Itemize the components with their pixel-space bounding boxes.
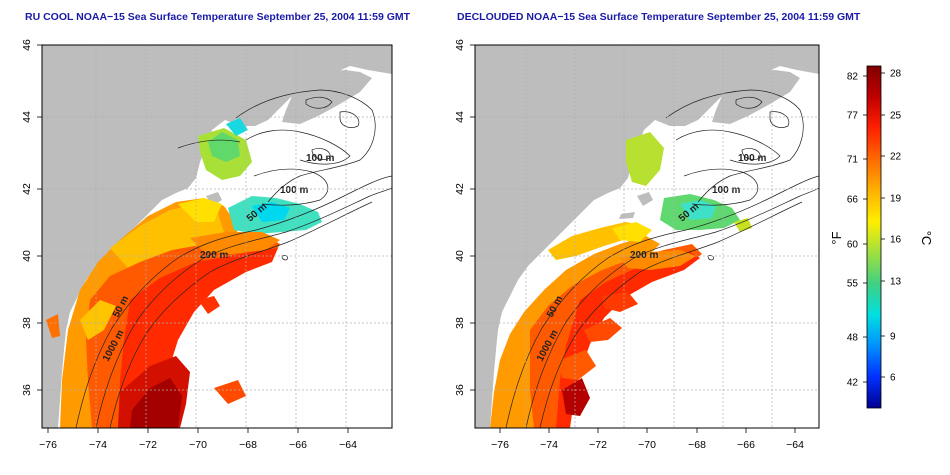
- colorbar-f-tick-label: 66: [847, 195, 859, 206]
- y-tick-label: 38: [21, 317, 33, 329]
- panel-right-title: DECLOUDED NOAA−15 Sea Surface Temperatur…: [457, 11, 861, 23]
- x-tick-label: −64: [339, 439, 357, 451]
- y-tick-label: 36: [454, 384, 466, 396]
- sst-field: [46, 118, 322, 428]
- y-tick-label: 44: [21, 111, 33, 123]
- colorbar-fahrenheit-label: °F: [829, 231, 844, 244]
- colorbar-c-tick-label: 25: [890, 111, 902, 122]
- land: [42, 45, 392, 428]
- x-tick-label: −70: [638, 439, 656, 451]
- colorbar-f-tick-label: 77: [847, 111, 859, 122]
- colorbar-celsius-label: °C: [919, 231, 934, 246]
- y-tick-label: 36: [21, 384, 33, 396]
- x-tick-label: −76: [491, 439, 509, 451]
- x-tick-label: −66: [737, 439, 755, 451]
- axes-right: −76 −74 −72 −70 −68 −66 −64 36 38 40 42 44 46: [454, 39, 804, 451]
- panel-right-map: 100 m 100 m 50 m 200 m 50 m 1000 m: [474, 44, 820, 429]
- y-tick-label: 42: [454, 183, 466, 195]
- y-tick-label: 46: [454, 39, 466, 51]
- land: [619, 212, 635, 219]
- x-tick-label: −66: [289, 439, 307, 451]
- colorbar-f-tick-label: 60: [847, 240, 859, 251]
- sst-field: [490, 132, 752, 428]
- y-tick-label: 40: [21, 250, 33, 262]
- colorbar-f-tick-label: 55: [847, 279, 859, 290]
- colorbar-c-tick-label: 28: [890, 69, 902, 80]
- x-tick-label: −64: [786, 439, 804, 451]
- y-tick-label: 40: [454, 250, 466, 262]
- colorbar-c-tick-label: 6: [890, 373, 896, 384]
- land: [475, 45, 819, 428]
- contour-label: 200 m: [630, 250, 658, 261]
- y-tick-label: 44: [454, 111, 466, 123]
- bathymetry-contours: [75, 89, 392, 428]
- colorbar-f-tick-label: 71: [847, 155, 859, 166]
- x-tick-label: −76: [39, 439, 57, 451]
- contour-label: 100 m: [712, 185, 740, 196]
- x-tick-label: −74: [540, 439, 558, 451]
- x-tick-label: −70: [189, 439, 207, 451]
- colorbar: 82 77 71 66 60 55 48 42 28 25 22 19 16 13 9 6 °F °C: [829, 65, 934, 409]
- x-tick-label: −72: [139, 439, 157, 451]
- panel-left-map: 100 m 100 m 50 m 200 m 50 m 1000 m: [41, 44, 393, 429]
- contour-label: 100 m: [738, 153, 766, 164]
- axes-left: −76 −74 −72 −70 −68 −66 −64 36 38 40 42 44 46: [21, 39, 357, 451]
- x-tick-label: −68: [239, 439, 257, 451]
- y-tick-label: 42: [21, 183, 33, 195]
- y-tick-label: 38: [454, 317, 466, 329]
- y-tick-label: 46: [21, 39, 33, 51]
- contour-label: 200 m: [200, 250, 228, 261]
- colorbar-f-tick-label: 42: [847, 378, 859, 389]
- x-tick-label: −74: [89, 439, 107, 451]
- land: [712, 70, 800, 124]
- colorbar-c-tick-label: 19: [890, 194, 902, 205]
- contour-label: 100 m: [280, 185, 308, 196]
- gridlines: [475, 45, 819, 428]
- land: [282, 70, 372, 124]
- panel-left-title: RU COOL NOAA−15 Sea Surface Temperature …: [25, 11, 411, 23]
- colorbar-f-tick-label: 48: [847, 333, 859, 344]
- x-tick-label: −68: [688, 439, 706, 451]
- colorbar-c-tick-label: 13: [890, 277, 902, 288]
- bathymetry-contours: [505, 89, 819, 428]
- contour-label: 100 m: [306, 153, 334, 164]
- colorbar-c-tick-label: 22: [890, 152, 902, 163]
- land: [637, 192, 653, 206]
- colorbar-c-tick-label: 16: [890, 235, 902, 246]
- plot-frame: [41, 44, 393, 429]
- x-tick-label: −72: [589, 439, 607, 451]
- colorbar-c-tick-label: 9: [890, 332, 896, 343]
- colorbar-gradient: [866, 65, 882, 409]
- colorbar-f-tick-label: 82: [847, 72, 859, 83]
